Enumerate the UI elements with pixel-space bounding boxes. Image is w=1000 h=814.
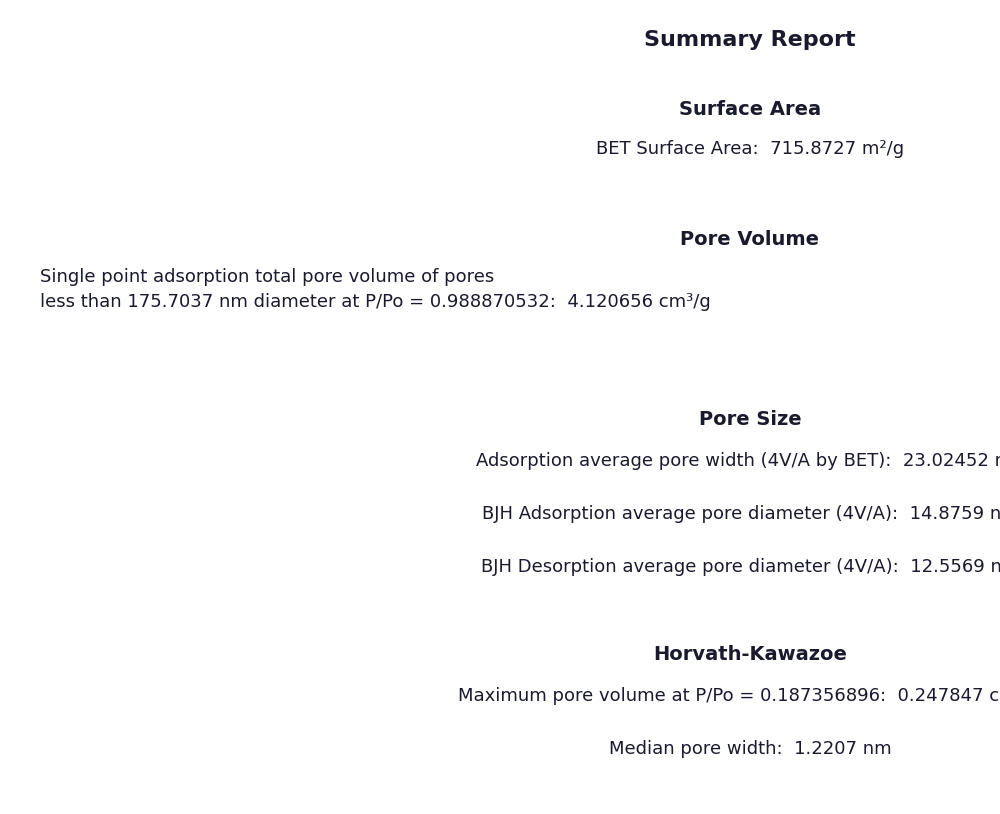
Text: Adsorption average pore width (4V/A by BET):  23.02452 nm: Adsorption average pore width (4V/A by B… [476, 452, 1000, 470]
Text: BJH Desorption average pore diameter (4V/A):  12.5569 nm: BJH Desorption average pore diameter (4V… [481, 558, 1000, 576]
Text: Median pore width:  1.2207 nm: Median pore width: 1.2207 nm [609, 740, 891, 758]
Text: Summary Report: Summary Report [644, 30, 856, 50]
Text: BET Surface Area:  715.8727 m²/g: BET Surface Area: 715.8727 m²/g [596, 140, 904, 158]
Text: Horvath-Kawazoe: Horvath-Kawazoe [653, 645, 847, 664]
Text: Maximum pore volume at P/Po = 0.187356896:  0.247847 cm³/g: Maximum pore volume at P/Po = 0.18735689… [458, 687, 1000, 705]
Text: Single point adsorption total pore volume of pores
less than 175.7037 nm diamete: Single point adsorption total pore volum… [40, 268, 711, 311]
Text: Surface Area: Surface Area [679, 100, 821, 119]
Text: Pore Size: Pore Size [699, 410, 801, 429]
Text: BJH Adsorption average pore diameter (4V/A):  14.8759 nm: BJH Adsorption average pore diameter (4V… [482, 505, 1000, 523]
Text: Pore Volume: Pore Volume [680, 230, 820, 249]
